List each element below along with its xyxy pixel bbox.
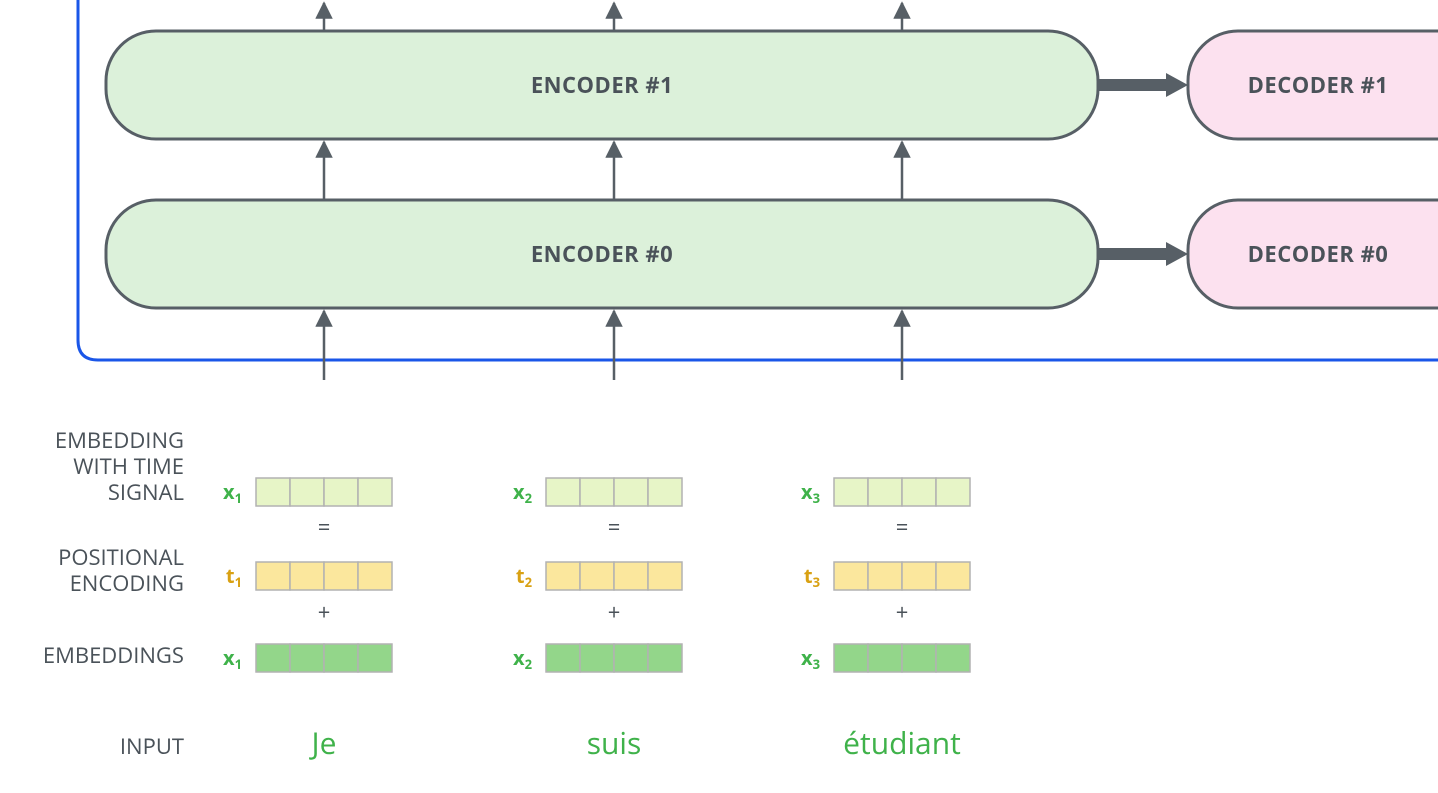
vector-label-2-0: x1: [223, 644, 242, 673]
row-label-input: INPUT: [120, 731, 184, 761]
vector-1-0: t1: [226, 562, 392, 591]
vector-1-2: t3: [804, 562, 970, 591]
vector-2-0: x1: [223, 644, 392, 673]
enc1-label: ENCODER #1: [531, 70, 673, 100]
operator-1-2: +: [896, 597, 909, 627]
enc0-label: ENCODER #0: [531, 239, 673, 269]
vector-label-1-2: t3: [804, 562, 820, 591]
vector-1-1: t2: [516, 562, 682, 591]
row-label-embedding_time: EMBEDDINGWITH TIMESIGNAL: [55, 425, 184, 507]
vector-2-1: x2: [513, 644, 682, 673]
dec1-label: DECODER #1: [1248, 70, 1389, 100]
vector-0-1: x2: [513, 478, 682, 507]
dec1: DECODER #1: [1188, 31, 1438, 139]
operator-1-1: +: [608, 597, 621, 627]
vector-0-2: x3: [801, 478, 970, 507]
vector-2-2: x3: [801, 644, 970, 673]
vector-label-0-0: x1: [223, 478, 242, 507]
vector-0-0: x1: [223, 478, 392, 507]
dec0: DECODER #0: [1188, 200, 1438, 308]
enc0: ENCODER #0: [106, 200, 1098, 308]
row-label-positional: POSITIONALENCODING: [58, 542, 184, 598]
vector-label-1-0: t1: [226, 562, 242, 591]
row-label-embeddings: EMBEDDINGS: [43, 640, 184, 670]
encoder-decoder-arrow-1: [1098, 242, 1188, 266]
operator-0-0: =: [318, 512, 331, 542]
dec0-label: DECODER #0: [1248, 239, 1389, 269]
operator-1-0: +: [318, 597, 331, 627]
input-word-1: suis: [587, 722, 642, 763]
operator-0-1: =: [608, 512, 621, 542]
operator-0-2: =: [896, 512, 909, 542]
vector-label-0-1: x2: [513, 478, 533, 507]
input-word-0: Je: [309, 722, 337, 763]
enc1: ENCODER #1: [106, 31, 1098, 139]
input-word-2: étudiant: [843, 722, 961, 763]
vector-label-2-1: x2: [513, 644, 533, 673]
transformer-diagram: ENCODER #1 ENCODER #0 DECODER #1 DECODER #0…: [0, 0, 1438, 793]
vector-label-0-2: x3: [801, 478, 820, 507]
vector-label-2-2: x3: [801, 644, 820, 673]
vector-label-1-1: t2: [516, 562, 533, 591]
encoder-decoder-arrow-0: [1098, 73, 1188, 97]
